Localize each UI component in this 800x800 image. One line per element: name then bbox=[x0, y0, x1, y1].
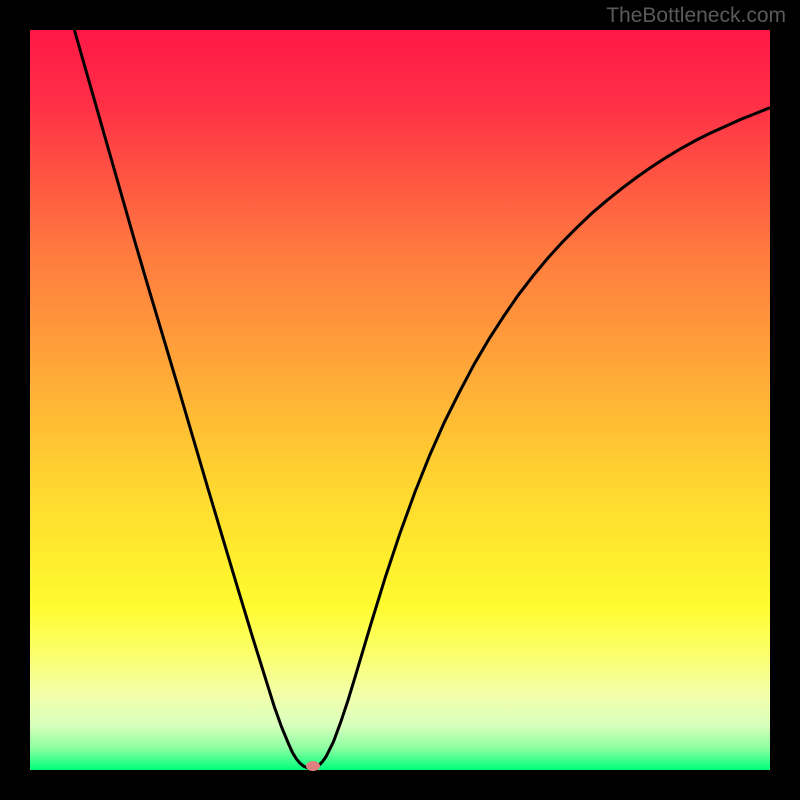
watermark-text: TheBottleneck.com bbox=[606, 4, 786, 28]
optimal-point-marker bbox=[306, 761, 320, 771]
chart-plot-area bbox=[30, 30, 770, 770]
bottleneck-curve bbox=[30, 30, 770, 770]
